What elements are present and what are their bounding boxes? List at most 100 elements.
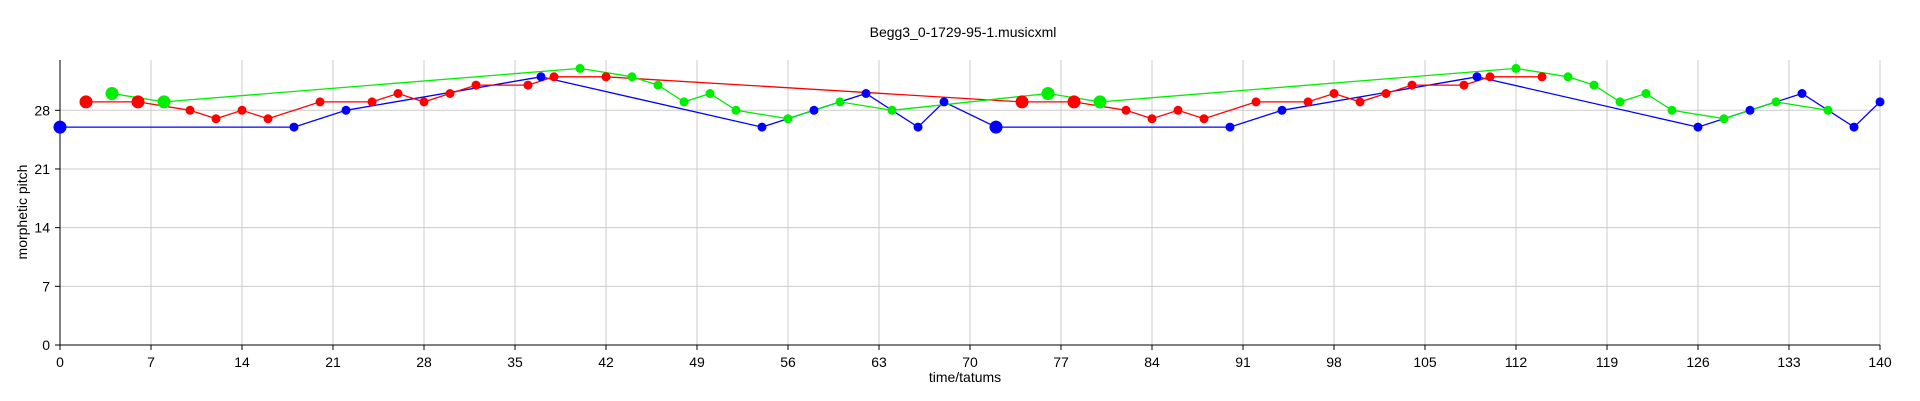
data-point xyxy=(185,105,195,115)
data-point xyxy=(939,97,949,107)
data-point xyxy=(1563,72,1573,82)
data-point xyxy=(445,89,455,98)
data-point xyxy=(783,114,793,124)
data-point xyxy=(1537,72,1547,82)
data-point xyxy=(575,63,585,73)
data-point xyxy=(1745,105,1755,115)
data-point xyxy=(1407,80,1417,90)
x-tick-label: 49 xyxy=(689,354,705,370)
data-point xyxy=(627,72,637,82)
x-tick-label: 77 xyxy=(1053,354,1069,370)
x-tick-label: 21 xyxy=(325,354,341,370)
data-point xyxy=(887,105,897,115)
y-tick-label: 28 xyxy=(34,102,50,118)
data-point xyxy=(989,120,1003,134)
data-point xyxy=(1771,97,1781,107)
data-point xyxy=(1797,89,1807,98)
data-point xyxy=(536,72,546,82)
data-point xyxy=(315,97,325,107)
data-point xyxy=(419,97,429,107)
data-point xyxy=(861,89,871,98)
y-tick-label: 0 xyxy=(42,337,50,353)
data-point xyxy=(1472,72,1482,82)
data-point xyxy=(1251,97,1261,107)
data-point xyxy=(913,122,923,132)
x-axis-title: time/tatums xyxy=(929,369,1001,385)
x-tick-label: 42 xyxy=(598,354,614,370)
data-point xyxy=(679,97,689,107)
data-point xyxy=(1147,114,1157,124)
data-point xyxy=(1875,97,1885,107)
data-point xyxy=(237,105,247,115)
grid xyxy=(60,60,1881,345)
axes xyxy=(55,60,1881,350)
data-point xyxy=(1849,122,1859,132)
data-point xyxy=(1277,105,1287,115)
data-point xyxy=(1615,97,1625,107)
x-tick-label: 84 xyxy=(1144,354,1160,370)
y-tick-label: 7 xyxy=(42,278,50,294)
x-tick-label: 126 xyxy=(1686,354,1710,370)
data-point xyxy=(471,80,481,90)
data-point xyxy=(79,95,93,109)
data-point xyxy=(1459,80,1469,90)
data-point xyxy=(1067,95,1081,109)
chart-title: Begg3_0-1729-95-1.musicxml xyxy=(870,24,1057,40)
data-point xyxy=(131,95,145,109)
series-points xyxy=(53,63,1885,134)
data-point xyxy=(601,72,611,82)
data-point xyxy=(809,105,819,115)
x-tick-label: 35 xyxy=(507,354,523,370)
x-tick-label: 112 xyxy=(1505,354,1528,370)
data-point xyxy=(1641,89,1651,98)
data-point xyxy=(53,120,67,134)
data-point xyxy=(1381,89,1391,98)
data-point xyxy=(1823,105,1833,115)
data-point xyxy=(1121,105,1131,115)
series-lines xyxy=(60,67,1881,128)
x-tick-label: 70 xyxy=(962,354,978,370)
data-point xyxy=(1225,122,1235,132)
data-point xyxy=(1199,114,1209,124)
data-point xyxy=(1041,87,1055,100)
x-tick-label: 56 xyxy=(780,354,796,370)
data-point xyxy=(757,122,767,132)
y-tick-label: 14 xyxy=(34,220,50,236)
data-point xyxy=(653,80,663,90)
data-point xyxy=(367,97,377,107)
data-point xyxy=(835,97,845,107)
x-tick-label: 98 xyxy=(1326,354,1342,370)
data-point xyxy=(705,89,715,98)
data-point xyxy=(1329,89,1339,98)
data-point xyxy=(1589,80,1599,90)
data-point xyxy=(341,105,351,115)
data-point xyxy=(1719,114,1729,124)
data-point xyxy=(1355,97,1365,107)
data-point xyxy=(1667,105,1677,115)
data-point xyxy=(105,87,119,100)
series-line-2 xyxy=(111,67,1829,120)
x-tick-label: 140 xyxy=(1868,354,1892,370)
data-point xyxy=(263,114,273,124)
data-point xyxy=(549,72,559,82)
y-tick-labels: 0 7 14 21 28 xyxy=(34,102,50,353)
data-point xyxy=(1693,122,1703,132)
x-tick-label: 105 xyxy=(1413,354,1437,370)
data-point xyxy=(211,114,221,124)
data-point xyxy=(523,80,533,90)
y-axis-title: morphetic pitch xyxy=(14,165,30,260)
data-point xyxy=(393,89,403,98)
x-tick-label: 14 xyxy=(234,354,250,370)
data-point xyxy=(1173,105,1183,115)
x-tick-label: 0 xyxy=(56,354,64,370)
x-tick-label: 7 xyxy=(147,354,155,370)
data-point xyxy=(157,95,171,109)
data-point xyxy=(1015,95,1029,109)
x-tick-label: 63 xyxy=(871,354,887,370)
data-point xyxy=(1485,72,1495,82)
data-point xyxy=(1303,97,1313,107)
x-tick-label: 28 xyxy=(416,354,432,370)
data-point xyxy=(731,105,741,115)
x-tick-label: 119 xyxy=(1596,354,1619,370)
